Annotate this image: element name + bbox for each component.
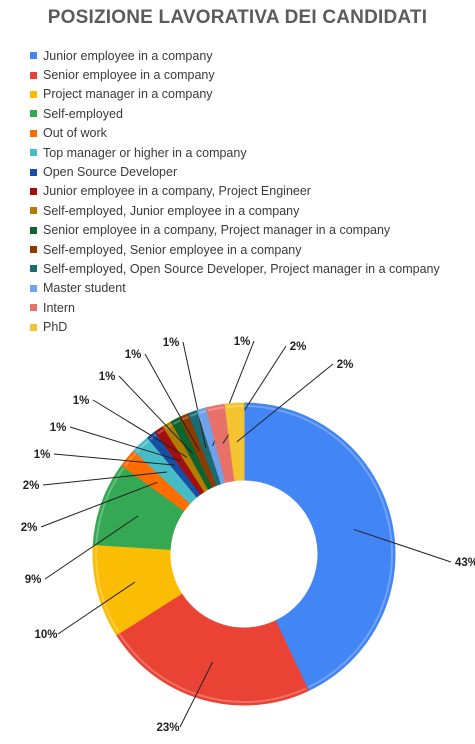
legend-item: Open Source Developer — [30, 162, 440, 181]
legend-label: Senior employee in a company — [43, 68, 215, 83]
legend-swatch — [30, 52, 37, 60]
data-label: 2% — [337, 359, 354, 371]
legend-label: Senior employee in a company, Project ma… — [43, 223, 391, 238]
legend-item: Out of work — [30, 124, 440, 143]
slice-highlight — [226, 405, 243, 409]
leader-line — [44, 515, 139, 580]
leader-line — [118, 375, 194, 455]
legend-swatch — [30, 90, 37, 98]
leader-line — [144, 353, 200, 451]
legend-swatch — [30, 246, 37, 254]
legend-swatch — [30, 323, 37, 331]
slice-highlight — [95, 467, 125, 544]
leader-line — [92, 399, 187, 458]
data-label: 1% — [73, 395, 90, 407]
legend-swatch — [30, 207, 37, 215]
data-label: 1% — [163, 337, 180, 349]
data-label: 2% — [290, 341, 307, 353]
legend-label: Master student — [43, 281, 126, 296]
legend-label: Out of work — [43, 126, 107, 141]
slice-highlight — [245, 405, 393, 689]
leader-line — [182, 341, 207, 449]
legend-label: Self-employed, Senior employee in a comp… — [43, 242, 302, 257]
slice-highlight — [136, 439, 150, 453]
pie-slice — [243, 402, 396, 692]
data-label: 9% — [25, 574, 42, 586]
pie-slice — [115, 592, 309, 706]
data-label: 1% — [234, 336, 251, 348]
legend-item: Intern — [30, 298, 440, 317]
legend-swatch — [30, 304, 37, 312]
data-label: 10% — [34, 629, 57, 641]
legend-item: Self-employed, Senior employee in a comp… — [30, 240, 440, 259]
data-label: 2% — [21, 522, 38, 534]
leader-line — [57, 581, 136, 635]
data-label: 1% — [34, 449, 51, 461]
leader-line — [179, 661, 214, 728]
pie-slice — [224, 402, 245, 482]
legend-swatch — [30, 71, 37, 79]
legend-label: Project manager in a company — [43, 87, 213, 102]
chart-title: POSIZIONE LAVORATIVA DEI CANDIDATI — [47, 7, 428, 28]
legend-item: Senior employee in a company, Project ma… — [30, 221, 440, 240]
slice-highlight — [118, 633, 307, 703]
legend-swatch — [30, 129, 37, 137]
leader-line — [42, 471, 168, 486]
legend-item: Self-employed, Junior employee in a comp… — [30, 201, 440, 220]
legend-label: Open Source Developer — [43, 165, 178, 180]
legend-label: Top manager or higher in a company — [43, 145, 247, 160]
leader-line — [40, 481, 158, 528]
data-label: 43% — [455, 557, 475, 569]
slice-highlight — [190, 412, 198, 417]
slice-highlight — [207, 406, 225, 412]
slice-highlight — [124, 452, 137, 467]
legend-swatch — [30, 110, 37, 118]
slice-highlight — [157, 428, 165, 435]
legend-label: Intern — [43, 300, 75, 315]
leader-line — [236, 363, 334, 443]
legend-label: Self-employed, Junior employee in a comp… — [43, 203, 300, 218]
slice-highlight — [95, 545, 120, 633]
data-label: 1% — [125, 349, 142, 361]
legend-item: Junior employee in a company — [30, 46, 440, 65]
leader-line — [53, 453, 176, 466]
legend-swatch — [30, 226, 37, 234]
legend-item: Project manager in a company — [30, 85, 440, 104]
legend-item: Junior employee in a company, Project En… — [30, 182, 440, 201]
legend-swatch — [30, 168, 37, 176]
legend-label: Self-employed, Open Source Developer, Pr… — [43, 261, 440, 276]
data-label: 23% — [156, 722, 179, 734]
legend-item: PhD — [30, 317, 440, 336]
data-label: 2% — [23, 480, 40, 492]
data-label: 1% — [99, 371, 116, 383]
leader-line — [353, 528, 452, 563]
legend-label: Junior employee in a company, Project En… — [43, 184, 311, 199]
legend-swatch — [30, 149, 37, 157]
slice-highlight — [165, 423, 173, 430]
legend-swatch — [30, 284, 37, 292]
slice-highlight — [173, 419, 181, 425]
donut-hole — [171, 481, 317, 627]
legend-item: Top manager or higher in a company — [30, 143, 440, 162]
legend-item: Self-employed — [30, 104, 440, 123]
leader-line — [69, 426, 181, 462]
slice-highlight — [198, 409, 207, 414]
data-label: 1% — [50, 422, 67, 434]
legend-label: Junior employee in a company — [43, 48, 213, 63]
legend-item: Self-employed, Open Source Developer, Pr… — [30, 259, 440, 278]
legend-item: Master student — [30, 279, 440, 298]
legend-swatch — [30, 187, 37, 195]
legend-label: Self-employed — [43, 106, 123, 121]
legend: Junior employee in a company Senior emplo… — [30, 46, 440, 337]
legend-item: Senior employee in a company — [30, 65, 440, 84]
legend-label: PhD — [43, 320, 68, 335]
legend-swatch — [30, 265, 37, 273]
